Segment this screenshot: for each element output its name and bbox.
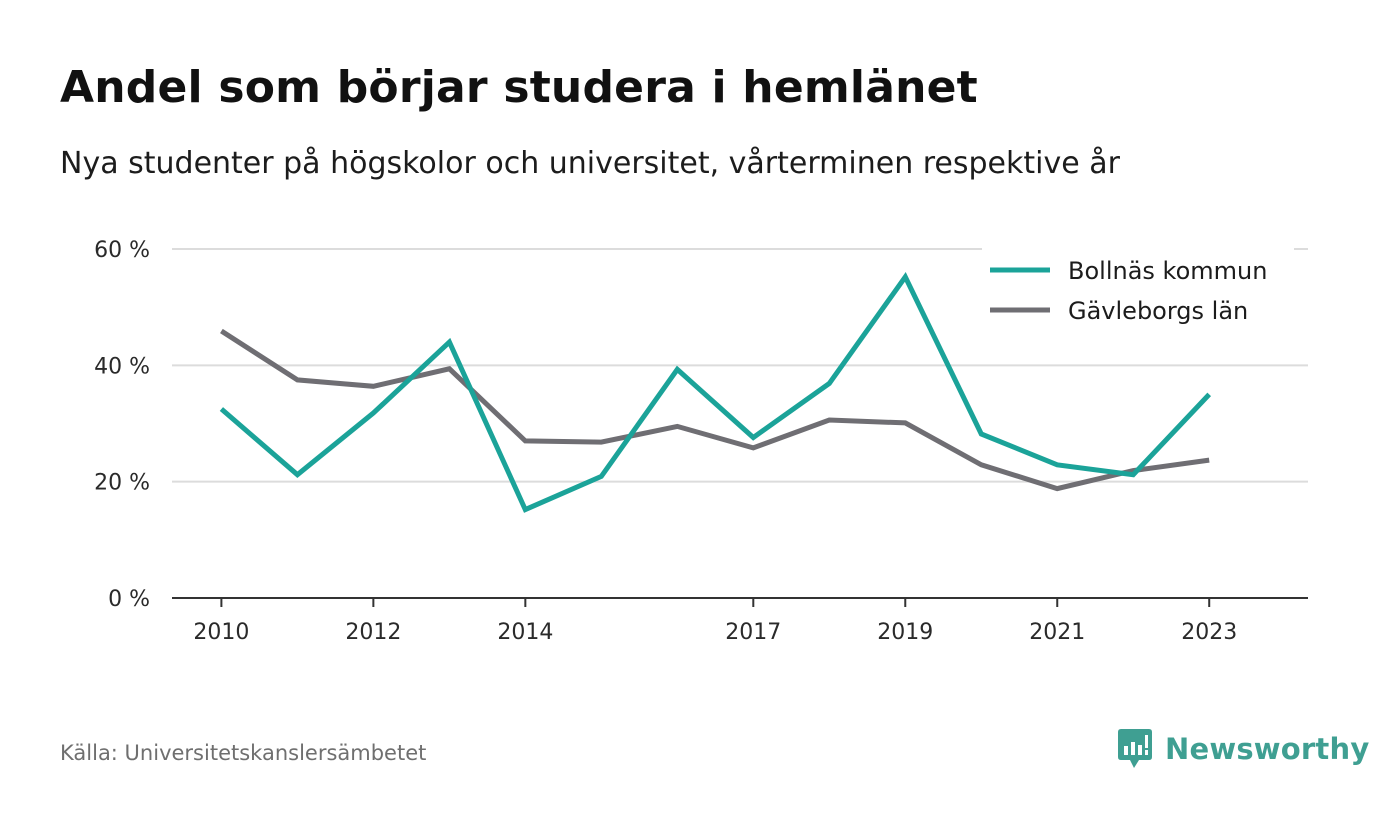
x-tick-label: 2019: [877, 620, 933, 645]
series-line-gavleborgs-lan: [220, 328, 1210, 492]
y-tick-label: 0 %: [108, 587, 150, 612]
newsworthy-logo: Newsworthy: [1117, 727, 1369, 771]
brand-name: Newsworthy: [1165, 732, 1370, 766]
series-lines: [219, 272, 1212, 513]
x-tick-label: 2010: [193, 620, 249, 645]
line-chart: 0 % 20 % 40 % 60 % 2010 2012 2014 2017 2019 2021…: [94, 238, 1308, 645]
legend: Bollnäs kommun Gävleborgs län: [982, 246, 1294, 336]
x-tick-label: 2014: [497, 620, 553, 645]
x-tick-label: 2017: [725, 620, 781, 645]
x-tick-label: 2023: [1181, 620, 1237, 645]
x-axis-ticks: 2010 2012 2014 2017 2019 2021 2023: [193, 598, 1237, 645]
series-line-bollnas-kommun: [219, 272, 1212, 513]
y-axis-ticks: 0 % 20 % 40 % 60 %: [94, 238, 150, 612]
legend-label: Bollnäs kommun: [1068, 257, 1267, 285]
y-tick-label: 60 %: [94, 238, 150, 263]
legend-background: [982, 246, 1294, 336]
x-tick-label: 2012: [345, 620, 401, 645]
chart-title: Andel som börjar studera i hemlänet: [60, 62, 978, 113]
legend-label: Gävleborgs län: [1068, 297, 1248, 325]
newsworthy-logo-icon: [1118, 729, 1152, 768]
y-tick-label: 40 %: [94, 354, 150, 379]
chart-subtitle: Nya studenter på högskolor och universit…: [60, 146, 1120, 181]
x-tick-label: 2021: [1029, 620, 1085, 645]
source-note: Källa: Universitetskanslersämbetet: [60, 741, 427, 765]
y-tick-label: 20 %: [94, 471, 150, 496]
